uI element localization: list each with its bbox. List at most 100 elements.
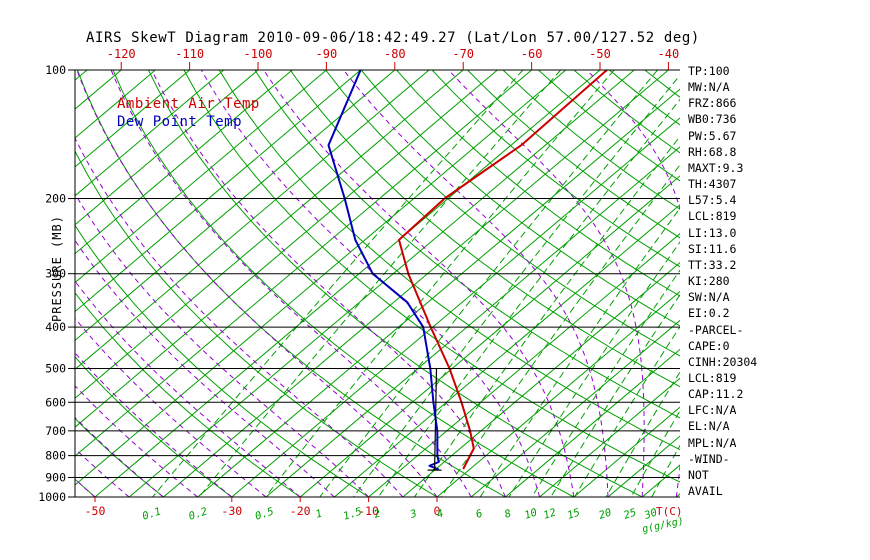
mixing-ratio-line (198, 70, 561, 497)
moist-adiabat-line (0, 70, 27, 497)
moist-adiabat-line (76, 70, 438, 497)
top-temp-tick-label: -60 (521, 47, 543, 61)
isotherm-line (231, 117, 680, 497)
isotherm-line (265, 146, 680, 497)
top-temp-tick-label: -50 (589, 47, 611, 61)
pressure-tick-label: 800 (45, 449, 66, 463)
stats-line: LCL:819 (688, 209, 737, 224)
stats-line: MAXT:9.3 (688, 160, 744, 175)
dry-adiabat-line (325, 70, 680, 357)
pressure-tick-label: 100 (45, 63, 66, 77)
stats-line: CINH:20304 (688, 354, 758, 369)
top-temp-tick-label: -40 (658, 47, 680, 61)
dry-adiabat-line (112, 70, 575, 497)
moist-adiabat-line (75, 416, 164, 497)
dry-adiabat-line (467, 70, 680, 239)
mixing-ratio-label: 8 (503, 507, 513, 520)
mixing-ratio-label: 20 (597, 506, 613, 521)
top-temp-tick-label: -100 (244, 47, 273, 61)
bottom-temp-tick-label: -30 (221, 504, 242, 518)
mixing-ratio-label: 25 (622, 506, 638, 521)
stats-line: LFC:N/A (688, 403, 737, 418)
mixing-ratio-line (479, 207, 680, 497)
moist-adiabat-line (75, 136, 404, 497)
stats-line: RH:68.8 (688, 144, 737, 159)
top-temp-tick-label: -90 (316, 47, 338, 61)
bottom-temp-tick-label: 0 (434, 504, 441, 518)
isotherm-line (94, 70, 601, 497)
isotherm-line (75, 70, 430, 370)
moist-adiabat-line (343, 70, 609, 497)
mixing-ratio-line (377, 98, 680, 497)
pressure-tick-label: 700 (45, 424, 66, 438)
dry-adiabat-line (75, 224, 369, 497)
stats-line: LCL:819 (688, 370, 737, 385)
mixing-ratio-line (651, 444, 680, 497)
stats-line: CAPE:0 (688, 338, 730, 353)
stats-line: AVAIL (688, 484, 723, 499)
dry-adiabat-line (431, 70, 680, 268)
pressure-tick-label: 300 (45, 267, 66, 281)
dry-adiabat-line (75, 417, 164, 497)
mixing-ratio-label: 10 (523, 506, 539, 521)
pressure-tick-label: 900 (45, 470, 66, 484)
isotherm-line (75, 70, 156, 139)
pressure-tick-label: 600 (45, 395, 66, 409)
isotherm-line (573, 406, 680, 497)
moist-adiabat-line (75, 280, 301, 497)
top-temp-tick-label: -80 (384, 47, 406, 61)
stats-line: EL:N/A (688, 419, 730, 434)
stats-line: MPL:N/A (688, 435, 737, 450)
moist-adiabat-line (263, 70, 575, 497)
legend-dew-point-temp: Dew Point Temp (117, 114, 243, 130)
dry-adiabat-line (183, 70, 680, 483)
stats-line: -WIND- (688, 451, 730, 466)
stats-line: LI:13.0 (688, 225, 737, 240)
moist-adiabat-line (75, 385, 198, 497)
dry-adiabat-line (502, 70, 680, 210)
isotherm-line (299, 175, 680, 497)
isotherm-line (197, 88, 680, 497)
stats-line: KI:280 (688, 274, 730, 289)
isotherm-line (470, 319, 680, 497)
mixing-ratio-line (353, 74, 680, 497)
isotherm-line (75, 70, 190, 168)
mixing-ratio-line (508, 241, 680, 497)
isotherm-line (75, 70, 396, 342)
moist-adiabat-line (75, 352, 233, 497)
bottom-temp-tick-label: -50 (85, 504, 106, 518)
temp-unit-label: T(C) (656, 505, 683, 518)
dry-adiabat-line (396, 70, 680, 297)
isotherm-line (402, 261, 680, 497)
isotherm-line (75, 70, 225, 197)
dry-adiabat-line (254, 70, 680, 419)
mixing-ratio-label: 12 (542, 506, 558, 521)
dry-adiabat-line (0, 70, 27, 497)
isotherm-line (75, 70, 259, 226)
mixing-ratio-label: 3 (408, 507, 419, 521)
pressure-tick-label: 500 (45, 361, 66, 375)
isotherm-line (75, 70, 498, 428)
dry-adiabat-line (75, 292, 301, 497)
mixing-ratio-label: 0.5 (254, 506, 276, 523)
stats-line: PW:5.67 (688, 128, 737, 143)
mixing-ratio-line (630, 409, 680, 497)
dry-adiabat-line (538, 70, 680, 182)
legend-ambient-air-temp: Ambient Air Temp (117, 96, 260, 112)
dry-adiabat-line (289, 70, 680, 388)
moist-adiabat-line (110, 70, 472, 497)
pressure-axis-label: PRESSURE (MB) (50, 215, 64, 322)
mixing-ratio-line (265, 70, 615, 497)
moist-adiabat-line (75, 192, 369, 497)
isotherm-line (163, 70, 669, 497)
mixing-ratio-label: 2 (373, 507, 383, 520)
mixing-ratio-line (550, 293, 680, 497)
mixing-ratio-label: 15 (566, 506, 582, 521)
top-temp-tick-label: -120 (107, 47, 136, 61)
moist-adiabat-line (75, 317, 267, 497)
isotherm-line (75, 70, 361, 313)
isotherm-line (436, 290, 680, 497)
mixing-ratio-line (319, 70, 658, 497)
mixing-ratio-line (531, 269, 680, 497)
